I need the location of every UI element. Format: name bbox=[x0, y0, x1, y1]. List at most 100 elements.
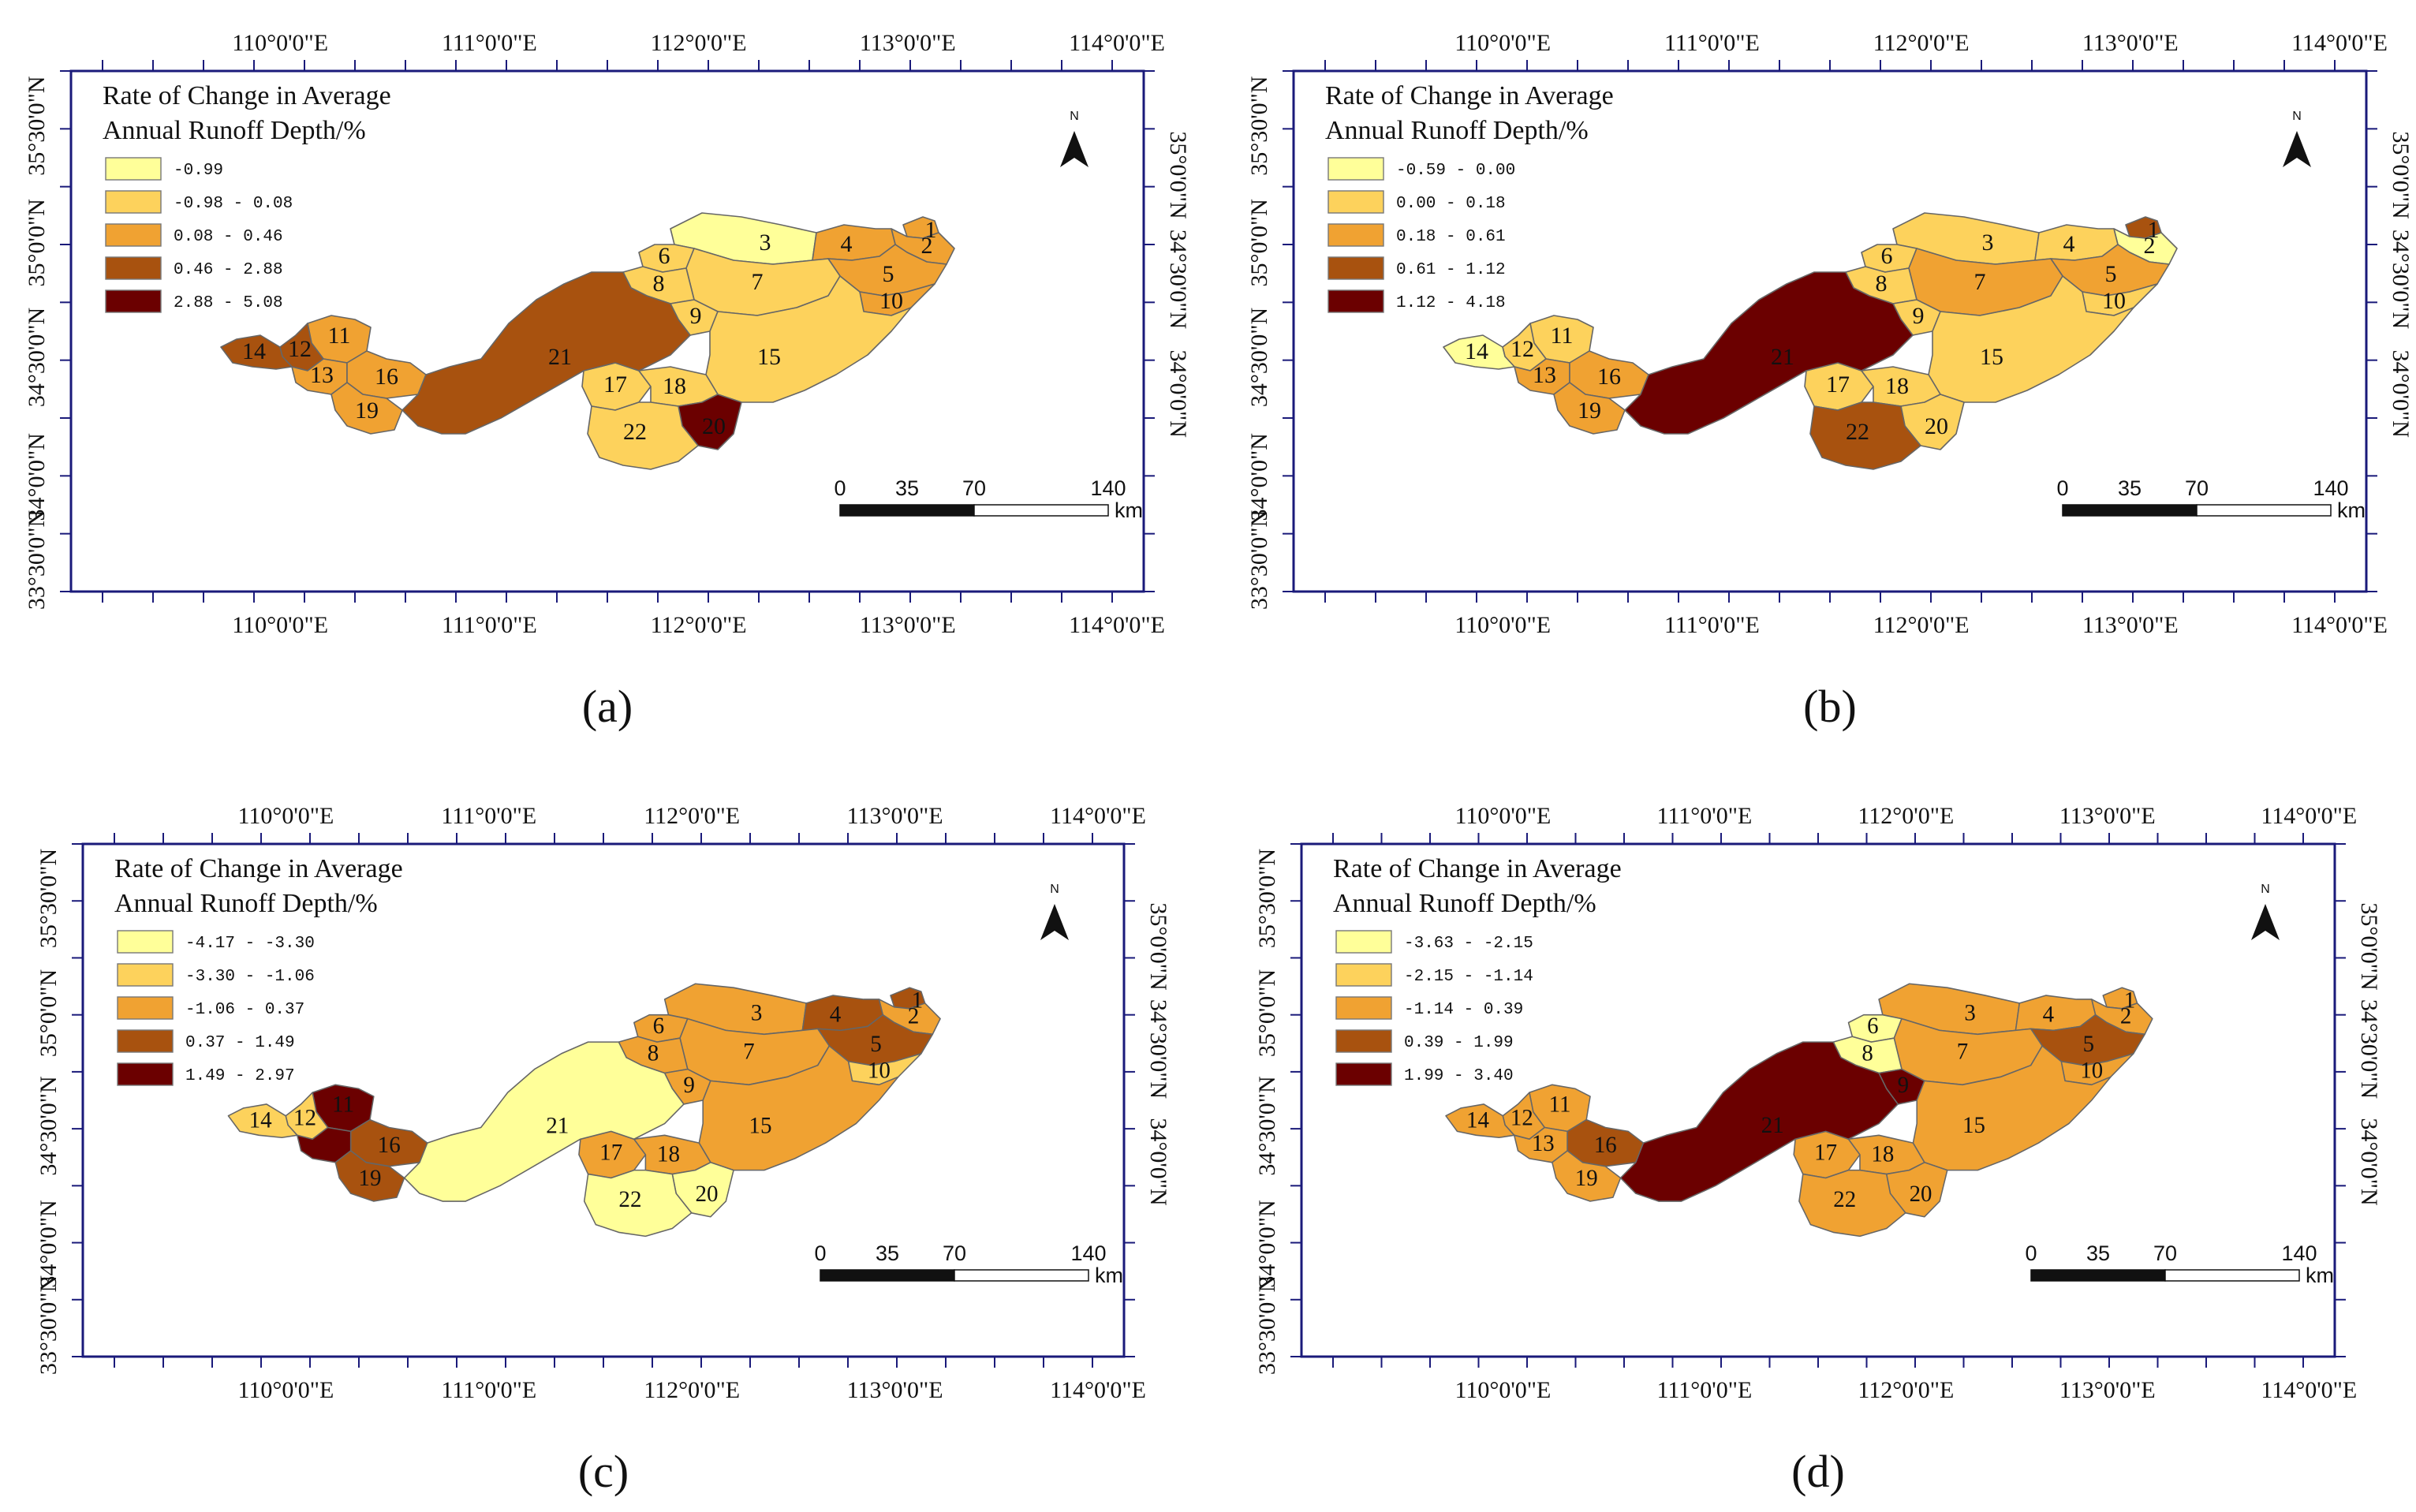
lon-label-top: 112°0'0"E bbox=[651, 30, 747, 56]
basin-label: 11 bbox=[332, 1092, 354, 1117]
lon-label-top: 110°0'0"E bbox=[1455, 803, 1552, 829]
graticule-ticks bbox=[1283, 60, 2377, 603]
basin-label: 17 bbox=[1826, 371, 1850, 398]
lat-label-left: 33°30'0"N bbox=[24, 510, 50, 610]
basin-label: 17 bbox=[599, 1141, 622, 1166]
basin-19 bbox=[334, 1150, 405, 1202]
basin-label: 20 bbox=[1910, 1182, 1932, 1207]
basin-label: 13 bbox=[1533, 362, 1556, 388]
lon-label-top: 111°0'0"E bbox=[442, 30, 537, 56]
basin-label: 21 bbox=[1761, 1113, 1784, 1138]
scale-label: 70 bbox=[2185, 476, 2209, 500]
lon-label-top: 114°0'0"E bbox=[2291, 30, 2388, 56]
legend-class-label: -2.15 - -1.14 bbox=[1404, 968, 1533, 986]
lon-label-bottom: 110°0'0"E bbox=[237, 1377, 334, 1403]
legend-class-label: 0.18 - 0.61 bbox=[1396, 228, 1506, 246]
basin-21 bbox=[1619, 1041, 1899, 1202]
legend-class-label: -3.63 - -2.15 bbox=[1404, 935, 1533, 953]
basin-label: 13 bbox=[310, 362, 334, 388]
basin-label: 4 bbox=[2063, 231, 2075, 257]
legend-class-label: 0.37 - 1.49 bbox=[185, 1034, 295, 1052]
legend-title: Rate of Change in Average bbox=[103, 81, 391, 110]
basin-label: 8 bbox=[648, 1040, 659, 1066]
legend-class-label: 1.12 - 4.18 bbox=[1396, 294, 1506, 312]
legend-title: Rate of Change in Average bbox=[1333, 854, 1622, 883]
basin-label: 18 bbox=[657, 1142, 680, 1167]
scale-seg-dark bbox=[2062, 504, 2198, 517]
basin-label: 7 bbox=[1974, 269, 1986, 295]
scale-seg-dark bbox=[820, 1269, 955, 1282]
lon-label-top: 113°0'0"E bbox=[860, 30, 956, 56]
lat-label-left: 35°0'0"N bbox=[1246, 199, 1272, 286]
north-arrow-right bbox=[2265, 904, 2280, 940]
lat-label-left: 34°30'0"N bbox=[1254, 1076, 1280, 1175]
basin-label: 2 bbox=[2144, 233, 2156, 259]
lat-label-left: 34°30'0"N bbox=[24, 308, 50, 407]
basin-label: 3 bbox=[760, 230, 771, 256]
basin-label: 1 bbox=[925, 217, 937, 243]
scale-label: 70 bbox=[943, 1241, 966, 1265]
legend-title: Rate of Change in Average bbox=[114, 854, 403, 883]
scale-label: 0 bbox=[834, 476, 846, 500]
basin-label: 11 bbox=[1549, 1092, 1571, 1117]
lon-label-top: 113°0'0"E bbox=[847, 803, 943, 829]
north-arrow-icon: N bbox=[2251, 883, 2280, 940]
lat-label-right: 35°0'0"N bbox=[2356, 902, 2382, 990]
legend: Rate of Change in Average Annual Runoff D… bbox=[103, 81, 391, 313]
lon-label-top: 112°0'0"E bbox=[1873, 30, 1970, 56]
lat-label-right: 34°0'0"N bbox=[1165, 350, 1191, 438]
legend-swatch bbox=[1335, 1062, 1392, 1086]
lon-label-top: 111°0'0"E bbox=[1657, 803, 1753, 829]
lon-label-bottom: 111°0'0"E bbox=[441, 1377, 536, 1403]
basin-label: 12 bbox=[1510, 336, 1534, 362]
basin-label: 4 bbox=[841, 231, 853, 257]
basin-label: 13 bbox=[1532, 1131, 1555, 1156]
scale-seg-light bbox=[954, 1269, 1089, 1282]
scale-label: 35 bbox=[876, 1241, 899, 1265]
lat-label-right: 34°30'0"N bbox=[2356, 999, 2382, 1099]
legend: Rate of Change in Average Annual Runoff D… bbox=[1325, 81, 1614, 313]
basin-label: 9 bbox=[683, 1073, 695, 1098]
lat-label-left: 35°0'0"N bbox=[1254, 969, 1280, 1057]
legend-class-label: 0.08 - 0.46 bbox=[174, 228, 283, 246]
legend-swatch bbox=[117, 1062, 174, 1086]
basin-label: 21 bbox=[1771, 344, 1794, 370]
basin-19 bbox=[1552, 1150, 1622, 1202]
lat-label-left: 35°0'0"N bbox=[24, 199, 50, 286]
basin-label: 9 bbox=[690, 303, 702, 329]
legend-class-label: 1.49 - 2.97 bbox=[185, 1067, 295, 1085]
map-panel-a: 110°0'0"E 110°0'0"E 111°0'0"E 111°0'0"E 112°… bbox=[24, 30, 1191, 732]
basin-label: 2 bbox=[921, 233, 933, 259]
legend-subtitle: Annual Runoff Depth/% bbox=[114, 889, 378, 918]
lon-label-top: 113°0'0"E bbox=[2059, 803, 2156, 829]
graticule-ticks bbox=[1290, 833, 2346, 1368]
legend-class-label: 1.99 - 3.40 bbox=[1404, 1067, 1514, 1085]
scale-label: 0 bbox=[2025, 1241, 2037, 1265]
scale-unit: km bbox=[1115, 498, 1143, 522]
basin-label: 7 bbox=[743, 1040, 755, 1065]
basin-label: 16 bbox=[1594, 1133, 1617, 1158]
lon-label-bottom: 114°0'0"E bbox=[1069, 612, 1165, 638]
basin-label: 21 bbox=[548, 344, 572, 370]
lon-label-bottom: 111°0'0"E bbox=[1664, 612, 1760, 638]
basin-label: 15 bbox=[1962, 1113, 1985, 1138]
basin-label: 16 bbox=[1597, 364, 1621, 390]
graticule-ticks bbox=[72, 833, 1135, 1368]
lat-label-left: 34°30'0"N bbox=[1246, 308, 1272, 407]
lon-label-bottom: 114°0'0"E bbox=[2261, 1377, 2357, 1403]
basin-14 bbox=[1443, 334, 1515, 370]
basin-label: 22 bbox=[618, 1187, 641, 1212]
lat-label-left: 34°0'0"N bbox=[35, 1200, 62, 1287]
scale-label: 140 bbox=[2281, 1241, 2317, 1265]
lat-label-left: 33°30'0"N bbox=[1254, 1275, 1280, 1375]
basin-label: 14 bbox=[249, 1107, 272, 1133]
legend-class-label: 0.46 - 2.88 bbox=[174, 261, 283, 279]
lat-label-left: 35°30'0"N bbox=[1254, 849, 1280, 948]
basin-label: 8 bbox=[653, 271, 665, 297]
scale-seg-dark bbox=[839, 504, 975, 517]
